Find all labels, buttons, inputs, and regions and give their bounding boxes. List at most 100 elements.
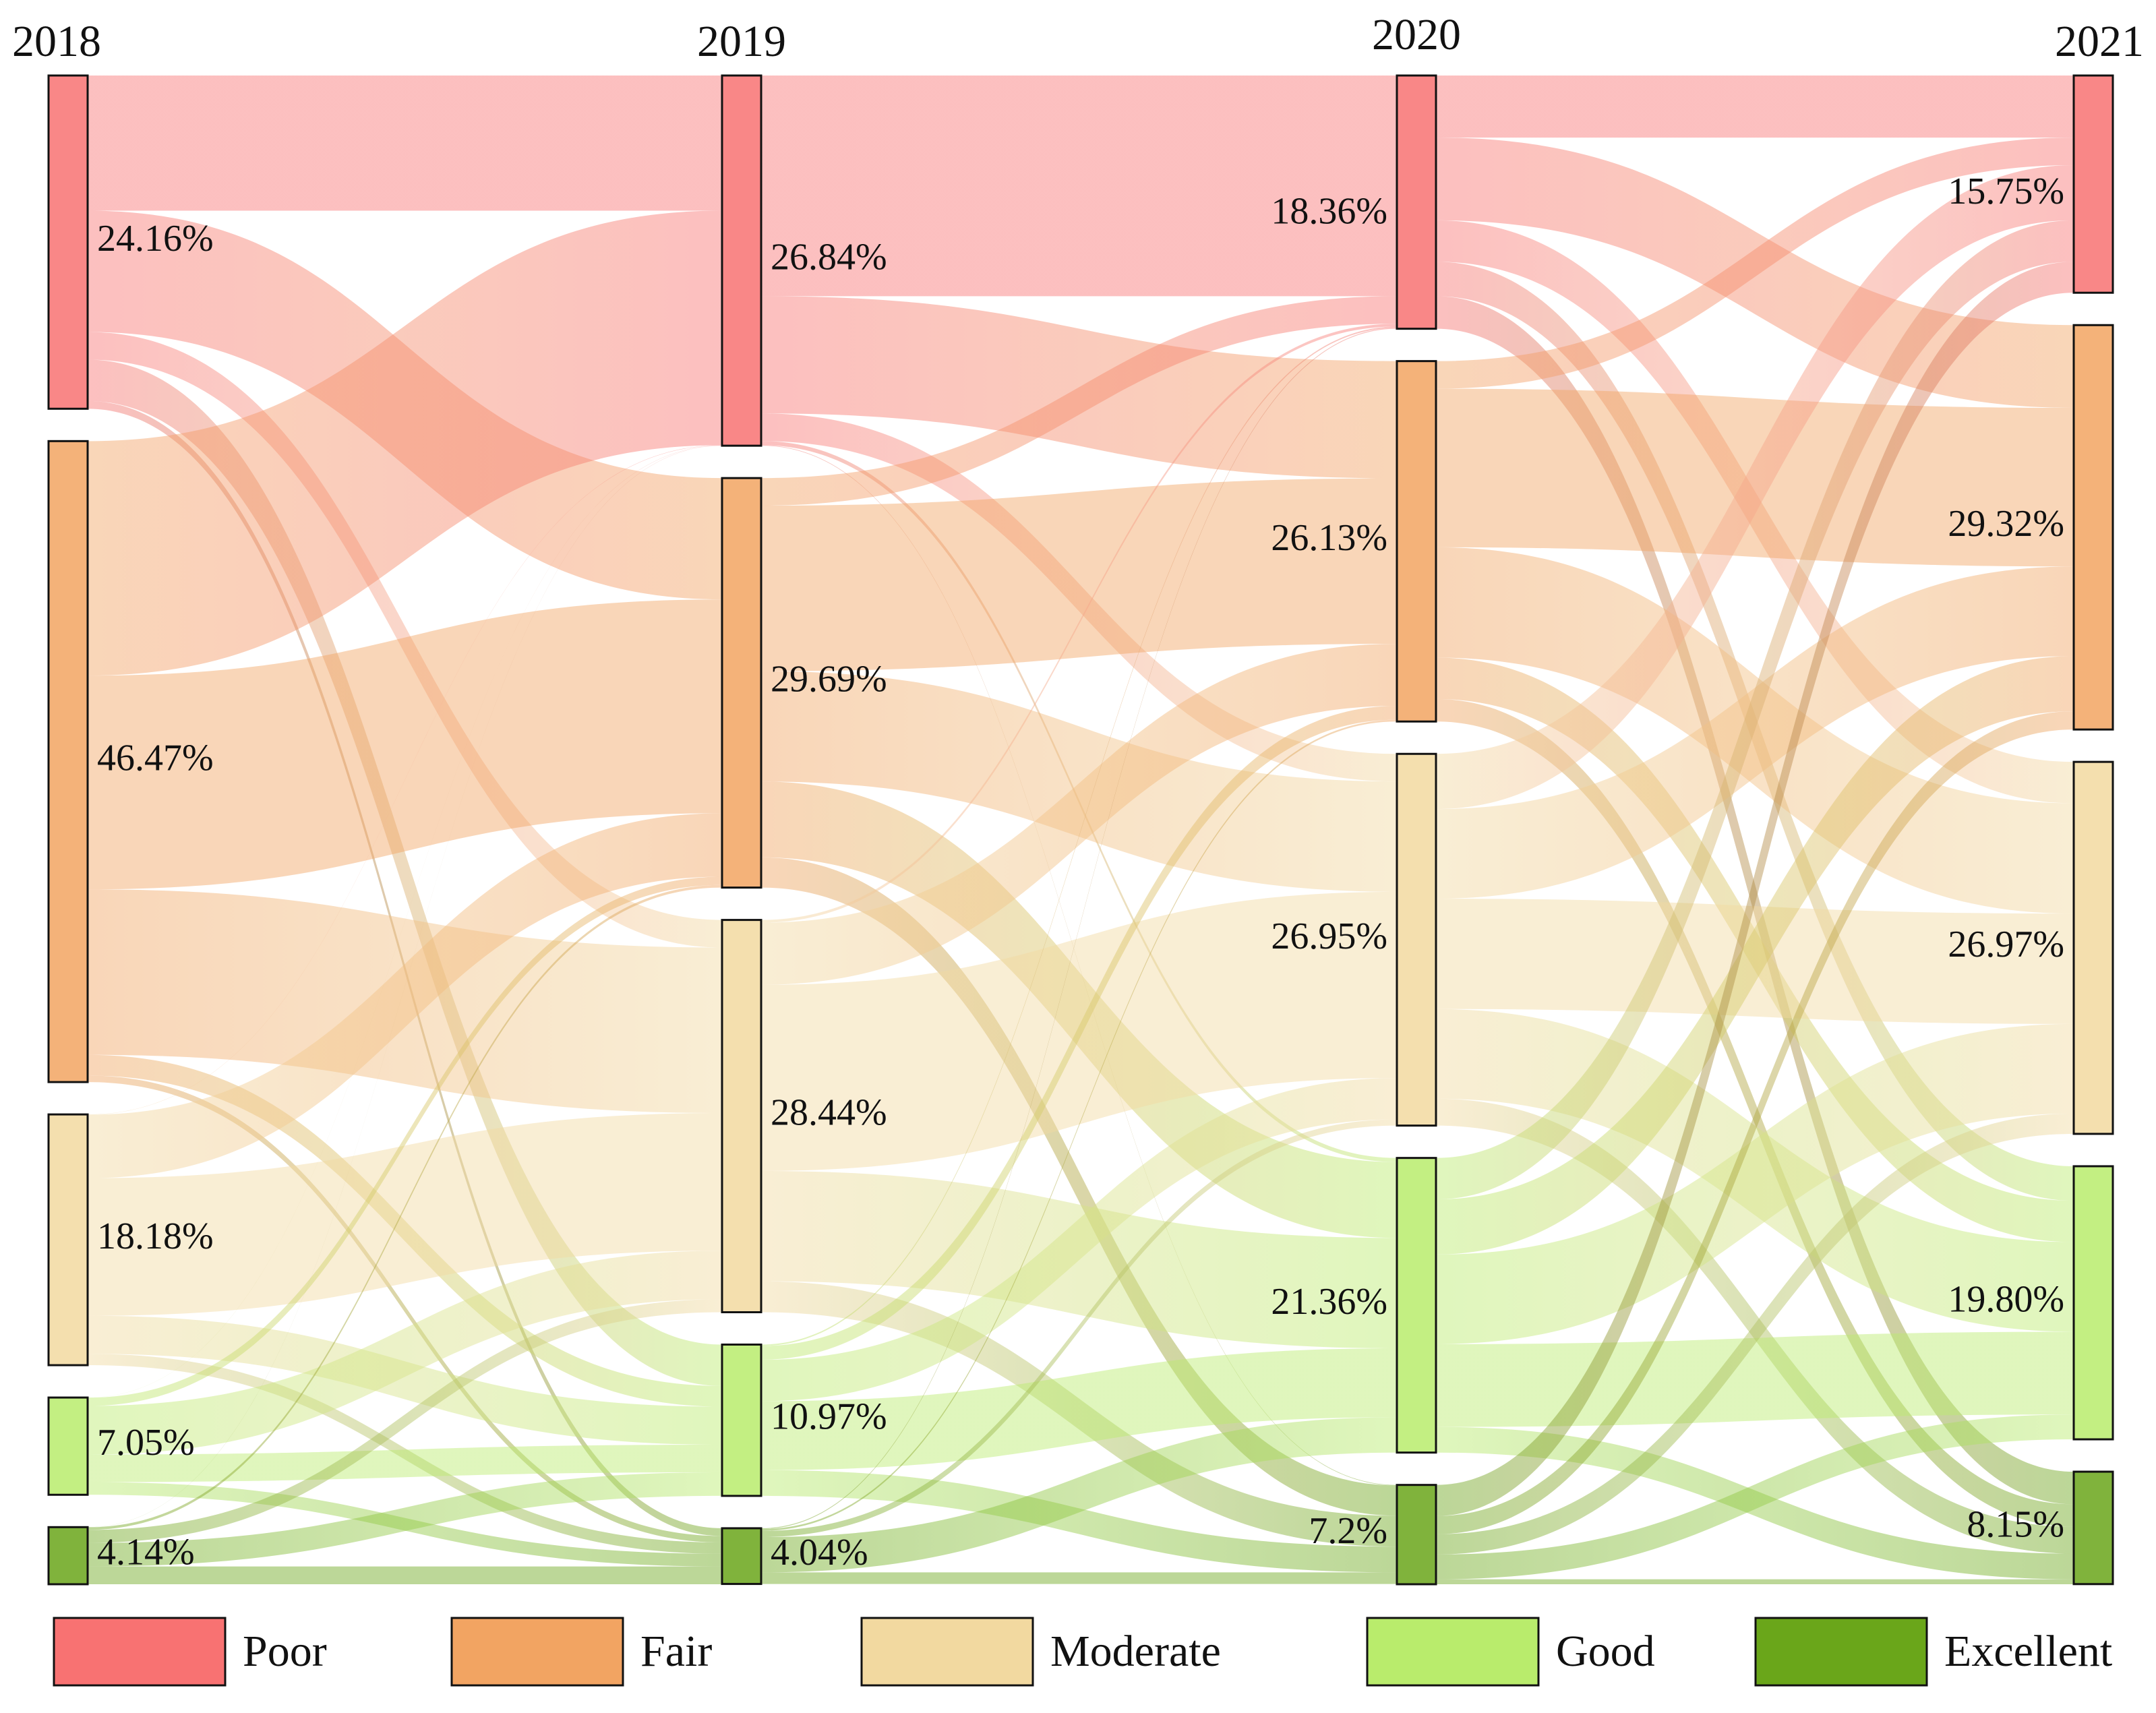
flow [88,1075,722,1543]
flow [88,445,722,1398]
legend-label: Excellent [1944,1627,2112,1676]
node [2072,760,2114,1135]
flow [88,1472,722,1567]
nodes: 2018 24.16% 46.47% 18.18% 7.05% 4.14% 2019 26.8… [12,10,2144,1586]
node-label: 4.04% [771,1532,868,1573]
flow [1436,164,2074,810]
flow [761,706,1397,1360]
node [721,1527,762,1586]
node-label: 24.16% [97,218,214,260]
node-label: 19.80% [1948,1278,2064,1320]
flow [1436,566,2074,899]
legend-label: Poor [243,1627,327,1676]
legend-label: Fair [640,1627,712,1676]
flow [88,445,722,1115]
node-label: 7.05% [97,1422,195,1464]
node [47,1113,89,1366]
legend-swatch [860,1617,1034,1687]
node-label: 18.36% [1271,190,1387,232]
flow [761,1119,1397,1538]
legend-label: Moderate [1050,1627,1221,1676]
node [1396,360,1437,723]
flow [88,813,722,1178]
flow [88,1445,722,1482]
flow [761,296,1397,506]
flow [88,445,722,1528]
node [1396,1484,1437,1586]
flow [761,857,1397,1516]
node [1396,752,1437,1127]
flow [761,326,1397,1346]
legend-swatch [53,1617,227,1687]
node [47,74,89,410]
stage-label: 2019 [697,17,786,66]
node [2072,1165,2114,1441]
flow [88,876,722,1406]
node-label: 15.75% [1948,171,2064,212]
flow [88,359,722,1386]
flow [88,1566,722,1584]
node [721,74,762,447]
node [2072,1470,2114,1586]
flow [761,1078,1397,1402]
flow [1436,1113,2074,1555]
node [47,1396,89,1496]
flow [1436,711,2074,1534]
flow [1436,1023,2074,1344]
node-label: 21.36% [1271,1281,1387,1323]
flow [1436,138,2074,389]
legend: Poor Fair Moderate Good Excellent [53,1617,2112,1687]
node-label: 18.18% [97,1215,214,1257]
flow [761,328,1397,1530]
node [2072,74,2114,294]
flow [761,1417,1397,1573]
node-label: 26.95% [1271,915,1387,957]
flow [761,644,1397,985]
flow [88,1251,722,1455]
flow [1436,1414,2074,1580]
stage-label: 2020 [1372,10,1461,59]
flow [761,719,1397,1531]
node-label: 26.97% [1948,924,2064,965]
flow [761,1470,1397,1573]
legend-label: Good [1556,1627,1655,1676]
node [2072,324,2114,731]
flow [1436,1579,2074,1584]
node-label: 46.47% [97,738,214,779]
node [721,477,762,889]
flows [88,76,2074,1584]
node [1396,1157,1437,1454]
flow [1436,76,2074,138]
node-label: 8.15% [1967,1503,2064,1545]
flow [761,671,1397,892]
node [721,1343,762,1497]
flow [761,1572,1397,1584]
flow [1436,656,2074,1255]
node-label: 28.44% [771,1091,887,1133]
stage-label: 2021 [2055,17,2144,66]
flow [1436,262,2074,1516]
flow [88,1113,722,1316]
node-label: 29.32% [1948,503,2064,545]
flow [761,76,1397,297]
node [47,440,89,1083]
flow [761,478,1397,671]
node [721,919,762,1313]
flow [88,1299,722,1543]
flow [88,599,722,890]
legend-swatch [450,1617,624,1687]
legend-swatch [1754,1617,1928,1687]
flow [88,210,722,676]
node-label: 7.2% [1309,1510,1387,1552]
legend-swatch [1366,1617,1540,1687]
node-label: 4.14% [97,1531,195,1573]
flow [761,324,1397,923]
node [47,1526,89,1586]
stage-label: 2018 [12,17,101,66]
flow [88,76,722,211]
flow [761,1348,1397,1470]
flow [1436,220,2074,1200]
node-label: 26.84% [771,236,887,278]
node [1396,74,1437,330]
